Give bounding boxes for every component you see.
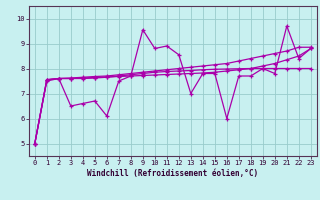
X-axis label: Windchill (Refroidissement éolien,°C): Windchill (Refroidissement éolien,°C) bbox=[87, 169, 258, 178]
